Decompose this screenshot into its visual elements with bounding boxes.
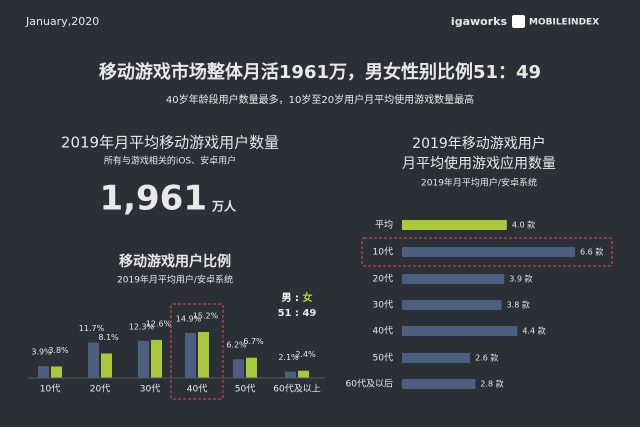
x-tick-label: 30代 <box>140 384 160 395</box>
legend-male: 男 <box>282 292 292 304</box>
legend-sep: : <box>295 293 299 304</box>
chart-title: 移动游戏用户比例 <box>119 253 231 270</box>
value-label: 3.9 款 <box>509 274 532 284</box>
chart-subtitle: 2019年月平均用户/安卓系统 <box>421 177 537 189</box>
legend-female: 女 <box>302 291 312 304</box>
value-label: 2.1% <box>278 353 299 362</box>
value-label: 8.1% <box>98 333 119 342</box>
y-tick-label: 50代 <box>373 353 393 364</box>
bar <box>285 371 296 378</box>
bar <box>402 300 502 310</box>
highlight-box <box>170 303 224 400</box>
value-label: 3.8% <box>48 346 69 355</box>
x-tick-label: 50代 <box>235 384 255 395</box>
bar <box>402 326 518 336</box>
bar <box>402 247 575 257</box>
value-label: 2.8 款 <box>480 379 503 389</box>
y-tick-label: 20代 <box>373 274 393 285</box>
x-tick-label: 40代 <box>187 384 207 395</box>
value-label: 12.6% <box>146 319 172 328</box>
value-label: 4.4 款 <box>522 326 545 336</box>
bar <box>38 366 49 378</box>
value-label: 6.2% <box>226 341 247 350</box>
subtitle: 40岁年龄段用户数量最多，10岁至20岁用户月平均使用游戏数量最高 <box>166 93 474 106</box>
logo-icon <box>512 15 525 28</box>
bar <box>138 340 149 378</box>
bar <box>101 353 112 378</box>
chart-title: 2019年移动游戏用户 <box>412 135 546 152</box>
value-label: 4.0 款 <box>512 220 535 230</box>
stat-unit: 万人 <box>211 199 237 214</box>
x-tick-label: 60代及以上 <box>273 384 320 395</box>
y-tick-label: 40代 <box>373 326 393 337</box>
bar <box>185 332 196 378</box>
legend: 男 : 女 <box>282 291 313 304</box>
chart-subtitle: 2019年月平均用户/安卓系统 <box>117 274 233 286</box>
value-label: 2.4% <box>295 350 316 359</box>
value-label: 3.8 款 <box>507 300 530 310</box>
date: January,2020 <box>25 15 99 28</box>
value-label: 2.6 款 <box>475 353 498 363</box>
y-tick-label: 30代 <box>373 300 393 311</box>
bar <box>246 357 257 378</box>
y-tick-label: 10代 <box>373 247 393 258</box>
value-label: 6.6 款 <box>580 247 603 257</box>
bar <box>402 353 471 363</box>
product: MOBILEINDEX <box>529 18 599 28</box>
stat-note: 所有与游戏相关的iOS、安卓用户 <box>104 155 236 167</box>
value-label: 14.9% <box>176 314 202 323</box>
y-tick-label: 60代及以后 <box>346 379 393 390</box>
x-tick-label: 20代 <box>90 384 110 395</box>
value-label: 15.2% <box>193 312 219 321</box>
value-label: 3.9% <box>31 348 52 357</box>
y-tick-label: 平均 <box>375 219 393 231</box>
ratio: 51 : 49 <box>278 308 317 319</box>
stat-value: 1,961 <box>99 179 207 219</box>
title: 移动游戏市场整体月活1961万，男女性别比例51：49 <box>99 61 541 83</box>
x-tick-label: 10代 <box>40 384 60 395</box>
bar <box>88 342 99 378</box>
brand: igaworks <box>451 15 508 28</box>
value-label: 11.7% <box>79 324 105 333</box>
bar <box>51 366 62 378</box>
bar <box>402 274 505 284</box>
bar <box>233 359 244 378</box>
highlight-box <box>361 237 613 267</box>
bar <box>298 370 309 378</box>
chart-title: 月平均使用游戏应用数量 <box>402 155 556 172</box>
bar <box>151 339 162 378</box>
bar <box>198 332 209 378</box>
stat-title: 2019年月平均移动游戏用户数量 <box>61 134 279 152</box>
bar <box>402 379 476 389</box>
value-label: 6.7% <box>243 337 264 346</box>
bar <box>402 220 507 230</box>
value-label: 12.3% <box>129 322 155 331</box>
